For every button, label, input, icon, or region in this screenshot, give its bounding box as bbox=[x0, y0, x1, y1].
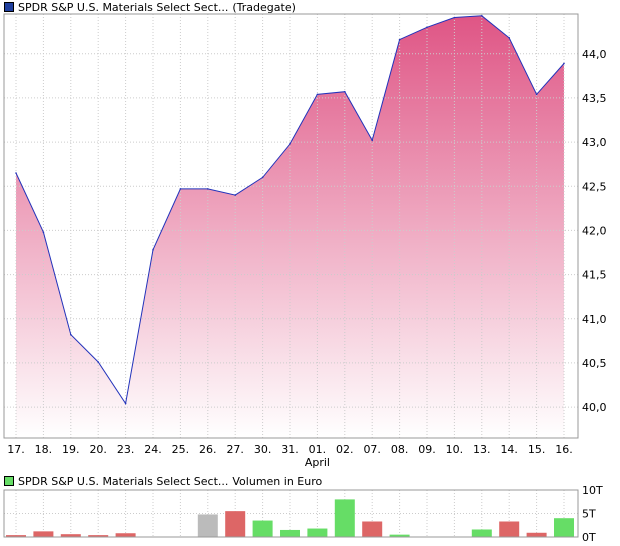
price-xtick-label: 20. bbox=[89, 443, 107, 456]
price-point bbox=[481, 14, 483, 17]
price-point bbox=[234, 194, 236, 196]
price-xtick-label: 07. bbox=[363, 443, 381, 456]
volume-frame bbox=[3, 489, 579, 538]
volume-bar bbox=[115, 533, 136, 537]
volume-legend-swatch bbox=[4, 476, 14, 486]
price-ytick-label: 43,5 bbox=[582, 92, 607, 105]
price-point bbox=[508, 37, 511, 39]
volume-ytick-label: 10T bbox=[582, 484, 603, 497]
price-ytick-label: 40,0 bbox=[582, 401, 607, 414]
price-point bbox=[42, 231, 45, 233]
price-xtick-label: 26. bbox=[199, 443, 217, 456]
price-point bbox=[261, 176, 264, 179]
price-ytick-label: 44,0 bbox=[582, 48, 607, 61]
volume-bar bbox=[307, 528, 328, 537]
price-point bbox=[70, 333, 72, 336]
price-plot: 40,0 40,5 41,0 41,5 42,0 42,5 43,0 43,5 44,0 17. 1… bbox=[3, 13, 607, 469]
price-point bbox=[398, 38, 401, 41]
price-point bbox=[97, 361, 99, 363]
price-point bbox=[207, 188, 209, 190]
price-legend: SPDR S&P U.S. Materials Select Sect... (… bbox=[4, 0, 296, 14]
price-xtick-label: 15. bbox=[528, 443, 546, 456]
price-xtick-label: 14. bbox=[500, 443, 518, 456]
volume-ytick-label: 0T bbox=[582, 531, 596, 544]
volume-bar bbox=[252, 520, 273, 537]
price-xtick-label: 31. bbox=[281, 443, 299, 456]
price-xtick-label: 01. bbox=[309, 443, 327, 456]
volume-bar bbox=[60, 534, 81, 537]
volume-bar bbox=[362, 521, 383, 537]
price-ytick-label: 41,5 bbox=[582, 269, 607, 282]
price-point bbox=[316, 93, 319, 96]
price-ytick-label: 40,5 bbox=[582, 357, 607, 370]
price-point bbox=[563, 62, 565, 65]
price-xtick-label: 10. bbox=[446, 443, 464, 456]
volume-bar bbox=[471, 529, 492, 537]
volume-bar bbox=[225, 511, 246, 537]
price-ytick-label: 42,0 bbox=[582, 224, 607, 237]
price-point bbox=[15, 172, 17, 174]
volume-legend: SPDR S&P U.S. Materials Select Sect... V… bbox=[4, 474, 322, 488]
price-point bbox=[344, 90, 346, 93]
price-legend-name: SPDR S&P U.S. Materials Select Sect... bbox=[18, 0, 229, 14]
price-point bbox=[152, 249, 154, 251]
volume-bar bbox=[334, 499, 355, 537]
volume-plot-area bbox=[4, 490, 578, 537]
volume-bar bbox=[554, 518, 574, 537]
volume-bar bbox=[197, 514, 218, 537]
price-xtick-label: 24. bbox=[144, 443, 162, 456]
volume-bar bbox=[526, 532, 547, 537]
month-label: April bbox=[305, 456, 330, 469]
volume-bar bbox=[33, 531, 54, 537]
price-point bbox=[453, 16, 456, 19]
volume-bar bbox=[6, 535, 26, 537]
volume-ytick-label: 5T bbox=[582, 508, 596, 521]
volume-bar bbox=[499, 521, 520, 537]
price-point bbox=[426, 26, 428, 29]
price-xtick-label: 25. bbox=[172, 443, 190, 456]
price-xtick-label: 13. bbox=[473, 443, 491, 456]
price-legend-exchange: (Tradegate) bbox=[232, 0, 296, 14]
price-frame bbox=[3, 13, 579, 439]
price-legend-swatch bbox=[4, 2, 14, 12]
price-point bbox=[124, 402, 127, 405]
price-xtick-label: 30. bbox=[254, 443, 272, 456]
price-xtick-label: 02. bbox=[336, 443, 354, 456]
price-xtick-label: 16. bbox=[555, 443, 573, 456]
price-point bbox=[535, 93, 538, 96]
price-point bbox=[289, 143, 291, 145]
price-xtick-label: 27. bbox=[226, 443, 244, 456]
price-ytick-label: 43,0 bbox=[582, 136, 607, 149]
price-point bbox=[179, 188, 182, 190]
price-point bbox=[371, 139, 374, 142]
price-ytick-label: 41,0 bbox=[582, 313, 607, 326]
volume-bar bbox=[280, 529, 300, 537]
volume-legend-name: SPDR S&P U.S. Materials Select Sect... bbox=[18, 474, 229, 488]
price-xtick-label: 18. bbox=[35, 443, 53, 456]
volume-bar bbox=[88, 535, 109, 537]
volume-legend-metric: Volumen in Euro bbox=[232, 474, 323, 488]
price-ytick-label: 42,5 bbox=[582, 180, 607, 193]
price-xtick-label: 17. bbox=[7, 443, 25, 456]
price-xtick-label: 19. bbox=[62, 443, 80, 456]
volume-bar bbox=[389, 534, 410, 537]
price-xtick-label: 09. bbox=[418, 443, 436, 456]
volume-plot: 0T 5T 10T bbox=[3, 484, 603, 544]
price-xtick-label: 08. bbox=[391, 443, 409, 456]
price-xtick-label: 23. bbox=[117, 443, 135, 456]
